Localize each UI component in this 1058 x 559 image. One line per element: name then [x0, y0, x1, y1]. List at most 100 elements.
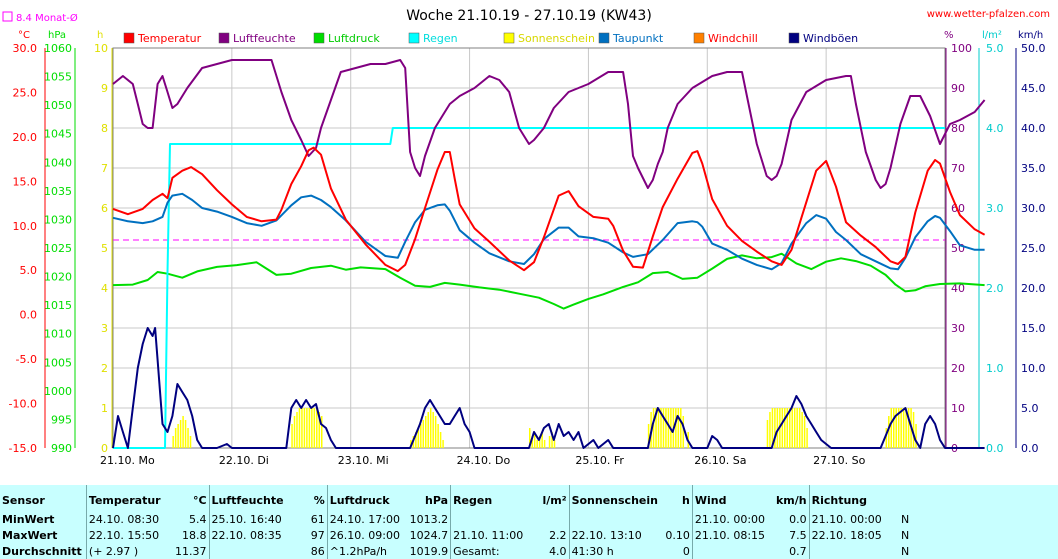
x-tick-label: 21.10. Mo [100, 454, 155, 467]
sunshine-bar [291, 424, 293, 448]
wind-tick-label: 10.0 [1021, 362, 1046, 375]
sunshine-bar [766, 420, 769, 448]
sunshine-bar [187, 428, 189, 448]
sunshine-bar [796, 408, 798, 448]
legend-label: Windböen [803, 32, 858, 45]
sunshine-bar [427, 412, 429, 448]
sun-val: 0.10 [665, 528, 690, 542]
pressure-tick-label: 1060 [44, 42, 72, 55]
legend-label: Taupunkt [612, 32, 664, 45]
sunshine-bar [897, 408, 900, 448]
rain-tick-label: 2.0 [986, 282, 1004, 295]
wind-time: 21.10. 08:15 [691, 527, 769, 543]
pressure-tick-label: 995 [51, 413, 72, 426]
sunshine-bar [915, 424, 917, 448]
hdr-wind-unit: km/h [775, 493, 807, 507]
hum-time: 25.10. 16:40 [208, 511, 294, 527]
sunshine-bar [174, 428, 177, 448]
stats-panel: Sensor Temperatur °C Luftfeuchte % Luftd… [0, 485, 1058, 559]
hum-val: 61 [310, 512, 325, 526]
sunshine-bar [771, 408, 774, 448]
sunshine-bar [536, 440, 538, 448]
sunshine-bar [890, 408, 893, 448]
sunshine-bar [415, 432, 417, 448]
sun-tick-label: 8 [101, 122, 108, 135]
sunshine-bar [538, 436, 541, 448]
sunshine-bar [786, 408, 789, 448]
hum-val: 86 [310, 544, 325, 558]
sun-tick-label: 0 [101, 442, 108, 455]
legend-swatch [408, 32, 420, 44]
sunshine-bar [769, 412, 771, 448]
sun-time [568, 511, 660, 527]
x-tick-label: 23.10. Mi [338, 454, 389, 467]
stats-row-max: MaxWert 22.10. 15:50 18.8 22.10. 08:35 9… [0, 527, 917, 543]
hum-time: 22.10. 08:35 [208, 527, 294, 543]
pressure-tick-label: 1020 [44, 271, 72, 284]
sunshine-bar [306, 408, 308, 448]
sunshine-bar [422, 420, 425, 448]
wind-val: 0.7 [789, 544, 807, 558]
sunshine-bar [417, 428, 420, 448]
dir-time [808, 543, 894, 559]
sun-tick-label: 2 [101, 362, 108, 375]
stats-row-avg: Durchschnitt (+ 2.97 ) 11.37 86 ^1.2hPa/… [0, 543, 917, 559]
series-lines [112, 59, 986, 449]
temp-tick-label: -15.0 [9, 442, 37, 455]
sunshine-bar [665, 408, 667, 448]
legend-label: Windchill [708, 32, 758, 45]
dir-val: N [901, 544, 910, 558]
legend-label: Temperatur [137, 32, 202, 45]
sunshine-bar [806, 428, 808, 448]
sunshine-bar [425, 416, 427, 448]
humidity-tick-label: 30 [951, 322, 965, 335]
humidity-tick-label: 80 [951, 122, 965, 135]
sunshine-bar [432, 412, 434, 448]
sunshine-bar [662, 408, 665, 448]
sunshine-bar [301, 408, 303, 448]
sun-time: 41:30 h [568, 543, 660, 559]
wind-tick-label: 15.0 [1021, 322, 1046, 335]
legend-swatch [598, 32, 610, 44]
rain-tick-label: 3.0 [986, 202, 1004, 215]
temp-val: 5.4 [189, 512, 207, 526]
sunshine-bar [652, 408, 655, 448]
dir-time: 22.10. 18:05 [808, 527, 894, 543]
sunshine-bar [442, 440, 444, 448]
x-tick-label: 24.10. Do [457, 454, 511, 467]
humidity-tick-label: 100 [951, 42, 972, 55]
sunshine-bar [321, 416, 323, 448]
hdr-press-unit: hPa [425, 493, 449, 507]
legend-label: Sonnenschein [518, 32, 595, 45]
sunshine-bar [529, 428, 531, 448]
sunshine-bar [776, 408, 779, 448]
hdr-press: Luftdruck [326, 485, 408, 511]
wind-tick-label: 40.0 [1021, 122, 1046, 135]
rain-time [450, 511, 531, 527]
sunshine-bar [303, 408, 306, 448]
sunshine-bar [434, 416, 437, 448]
sunshine-bar [298, 408, 301, 448]
legend-label: Luftdruck [328, 32, 380, 45]
legend-swatch [313, 32, 325, 44]
weather-chart: Woche 21.10.19 - 27.10.19 (KW43) www.wet… [2, 8, 1050, 467]
sunshine-bar [318, 412, 321, 448]
hdr-rain-unit: l/m² [542, 493, 567, 507]
press-time: 26.10. 09:00 [326, 527, 408, 543]
sun-val: 0 [682, 544, 690, 558]
temp-time: 22.10. 15:50 [85, 527, 171, 543]
hdr-hum: Luftfeuchte [208, 485, 294, 511]
sunshine-bar [647, 424, 650, 448]
series-regen-line [113, 127, 945, 449]
sunshine-bar [784, 408, 786, 448]
sunshine-bar [902, 408, 905, 448]
sunshine-bar [551, 432, 553, 448]
row-label: MinWert [2, 512, 55, 526]
unit-sun: h [97, 30, 103, 41]
series-taupunkt-line [112, 192, 985, 271]
wind-tick-label: 25.0 [1021, 242, 1046, 255]
hdr-dir: Richtung [808, 485, 894, 511]
pressure-tick-label: 1010 [44, 328, 72, 341]
sunshine-bar [189, 436, 192, 448]
temp-tick-label: -10.0 [9, 398, 37, 411]
